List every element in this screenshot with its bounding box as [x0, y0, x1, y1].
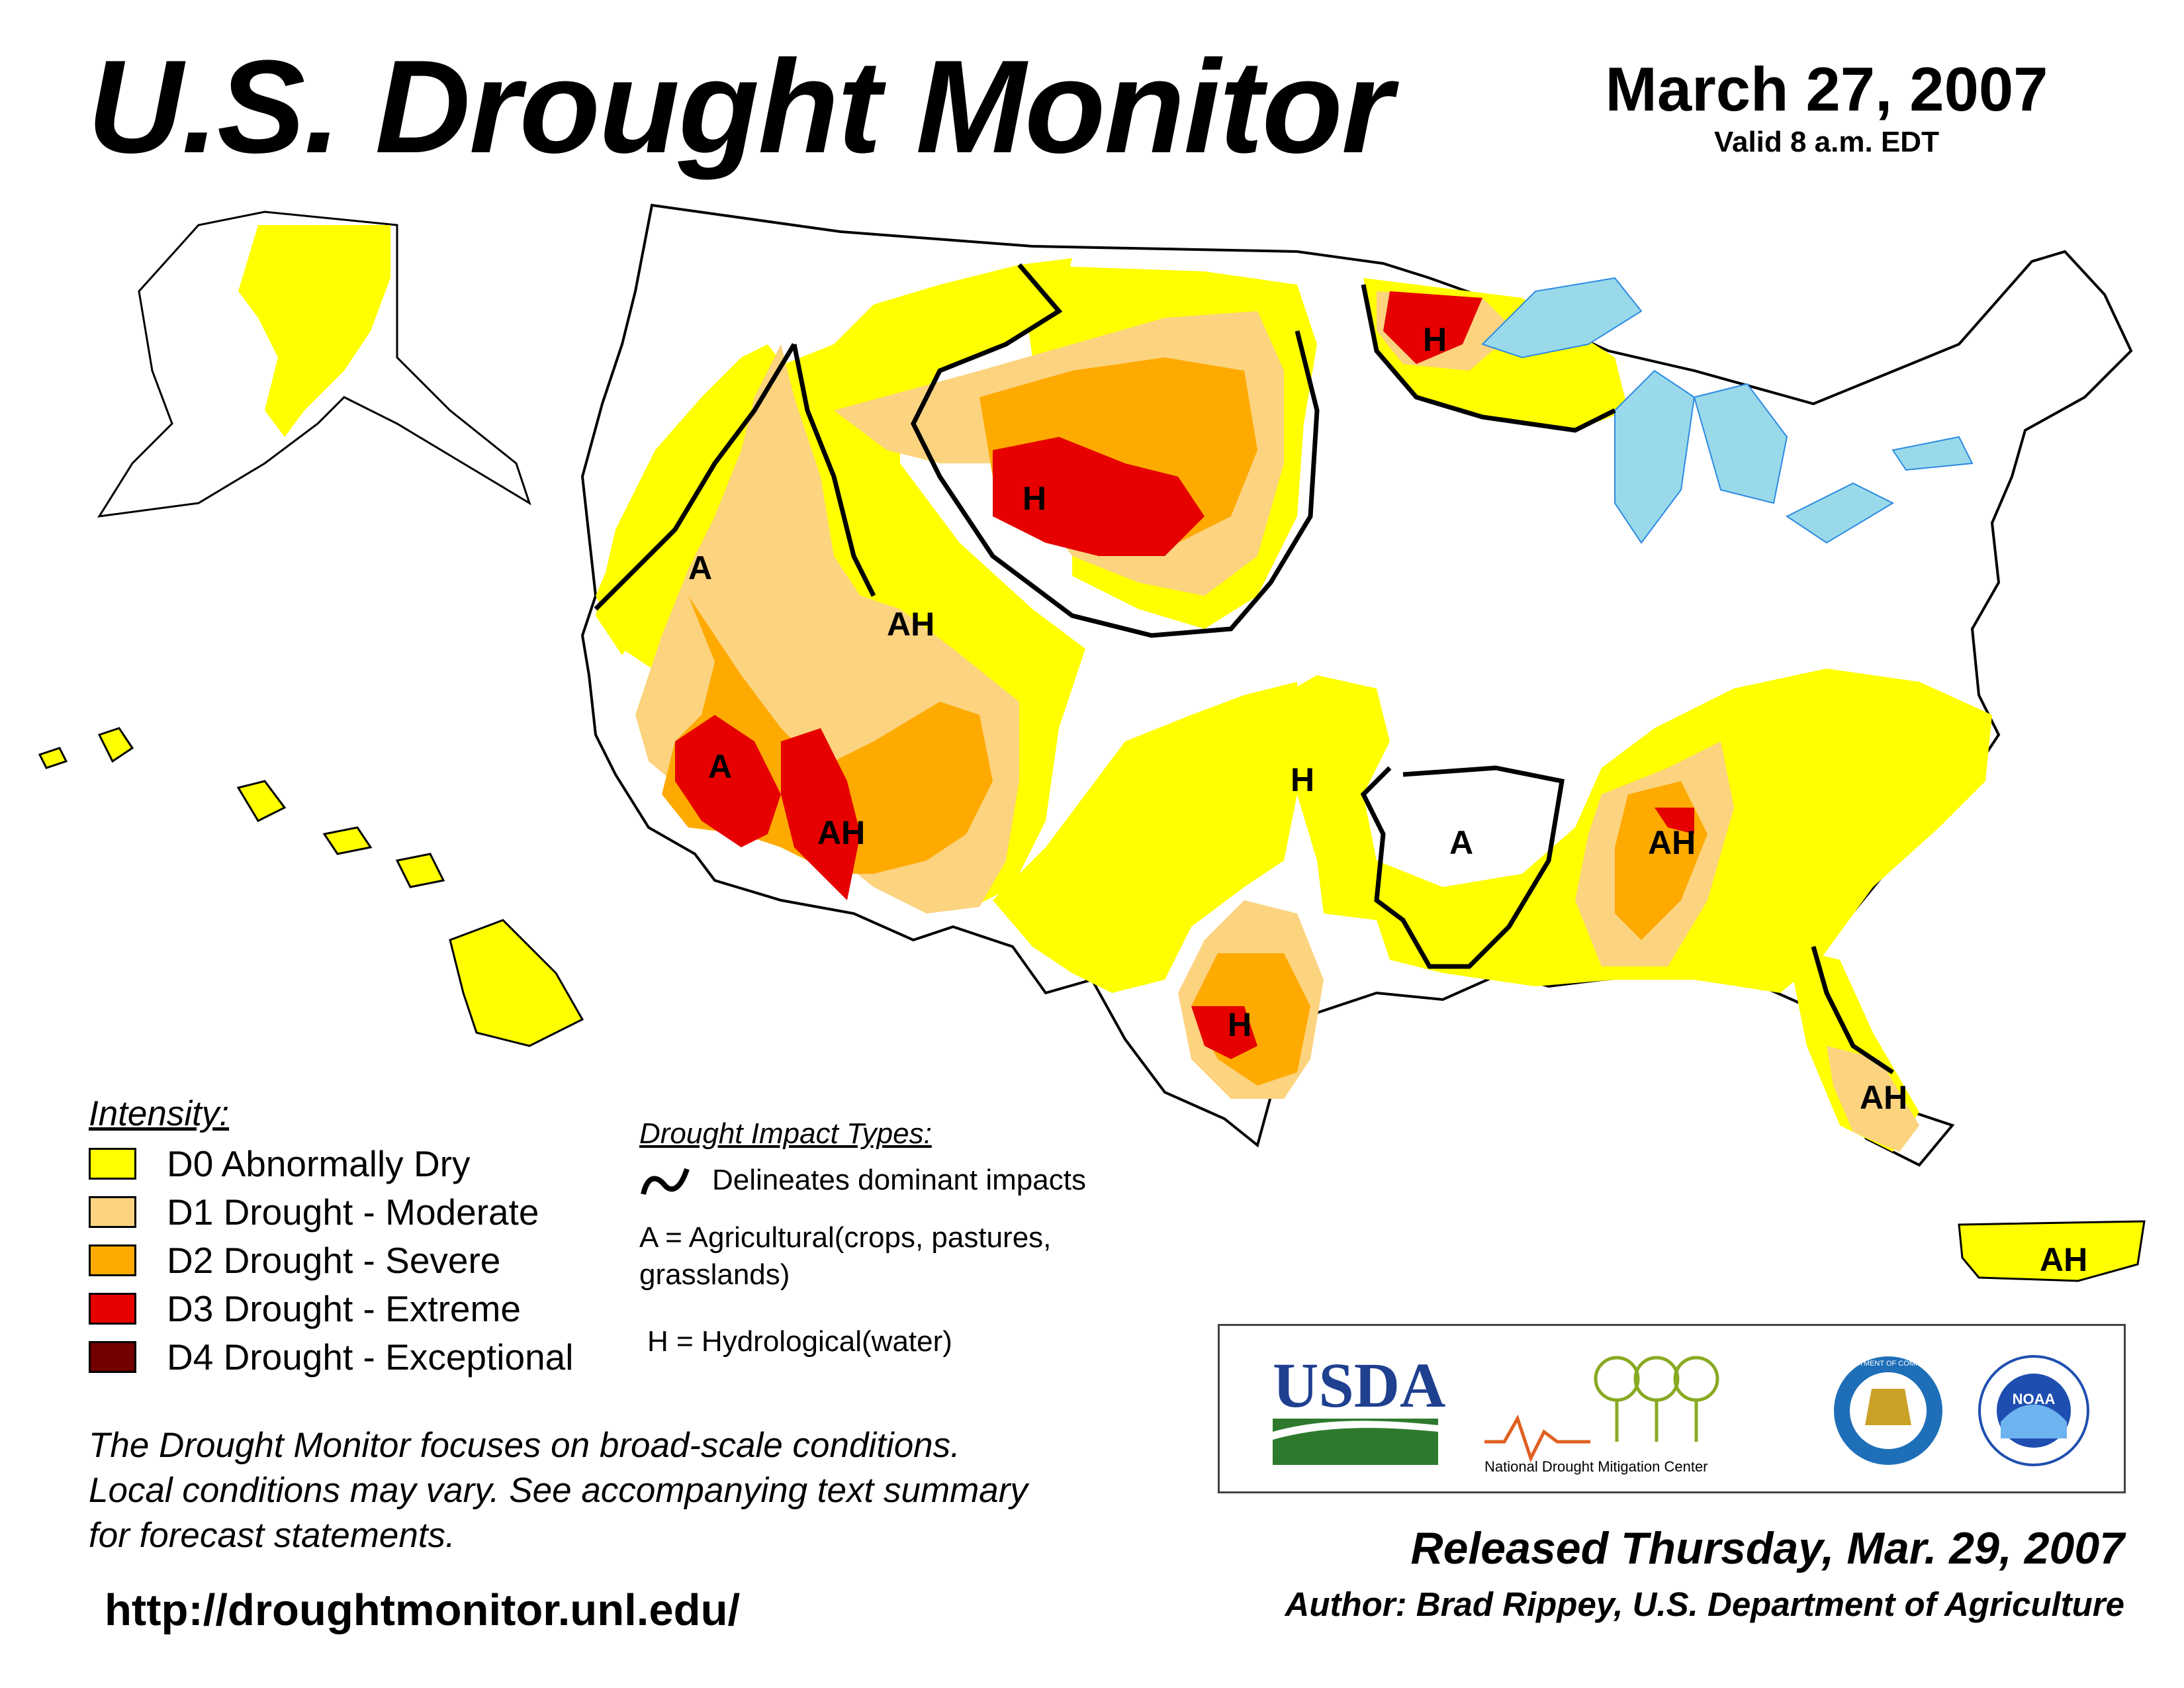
impact-label-arkansas-a: A [1449, 824, 1473, 861]
impact-label-puertorico-ah: AH [2040, 1241, 2087, 1278]
note-line-3: for forecast statements. [89, 1516, 455, 1555]
svg-text:DEPARTMENT OF COMMERCE: DEPARTMENT OF COMMERCE [1835, 1360, 1941, 1368]
valid-time: Valid 8 a.m. EDT [1714, 126, 1939, 158]
hawaii [38, 727, 584, 1047]
legend-item-d3: D3 Drought - Extreme [89, 1288, 521, 1329]
svg-text:USDA: USDA [1273, 1350, 1445, 1421]
legend-label-d4: D4 Drought - Exceptional [167, 1336, 574, 1378]
author-credit: Author: Brad Rippey, U.S. Department of … [1285, 1585, 2124, 1623]
legend-label-d2: D2 Drought - Severe [167, 1240, 501, 1281]
legend-swatch-d4 [89, 1341, 136, 1373]
impact-label-california-a: A [708, 748, 732, 785]
puerto-rico [1958, 1220, 2146, 1282]
logos-svg: USDA National Drought Mitigation Center … [1273, 1350, 2089, 1475]
legend-swatch-d2 [89, 1244, 136, 1276]
impact-label-arizona-ah: AH [817, 814, 865, 851]
impact-label-florida-ah: AH [1860, 1079, 1907, 1116]
map-date: March 27, 2007 [1605, 54, 2048, 124]
impact-label-nevada-a: A [688, 549, 712, 586]
legend-item-d2: D2 Drought - Severe [89, 1240, 500, 1281]
release-date: Released Thursday, Mar. 29, 2007 [1410, 1523, 2124, 1573]
map-title: U.S. Drought Monitor [87, 33, 1393, 181]
noaa-logo: NOAA [1978, 1355, 2089, 1466]
impact-label-wyoming-h: H [1023, 480, 1046, 517]
legend-swatch-d3 [89, 1293, 136, 1325]
note-line-2: Local conditions may vary. See accompany… [89, 1471, 1028, 1510]
legend-swatch-d1 [89, 1196, 136, 1228]
impact-line-symbol [641, 1168, 690, 1196]
impact-line-label: Delineates dominant impacts [712, 1164, 1086, 1196]
impact-label-texas-h: H [1228, 1006, 1251, 1043]
ndmc-logo: National Drought Mitigation Center [1484, 1356, 1719, 1475]
impact-types-title: Drought Impact Types: [639, 1117, 932, 1150]
impact-boundaries [594, 263, 1894, 1074]
usda-logo: USDA [1273, 1350, 1445, 1465]
legend-label-d0: D0 Abnormally Dry [167, 1143, 471, 1184]
great-lakes [1481, 277, 1974, 544]
impact-labels: H A AH A AH H A AH H AH H AH [688, 321, 2087, 1278]
doc-seal-logo: DEPARTMENT OF COMMERCE [1834, 1356, 1942, 1465]
legend-item-d1: D1 Drought - Moderate [89, 1192, 539, 1233]
alaska [97, 211, 531, 518]
note-line-1: The Drought Monitor focuses on broad-sca… [89, 1426, 960, 1465]
impact-label-montana-h: H [1423, 321, 1447, 358]
legend-title: Intensity: [89, 1094, 230, 1133]
svg-text:National Drought Mitigation C: National Drought Mitigation Center [1484, 1458, 1708, 1475]
legend-label-d3: D3 Drought - Extreme [167, 1288, 521, 1329]
impact-h-label: H = Hydrological(water) [647, 1325, 952, 1358]
impact-label-alabama-ah: AH [1648, 824, 1696, 861]
partner-logos: USDA National Drought Mitigation Center … [1218, 1324, 2126, 1493]
website-link[interactable]: http://droughtmonitor.unl.edu/ [105, 1585, 741, 1635]
impact-a-label: A = Agricultural(crops, pastures, grassl… [639, 1221, 1052, 1291]
impact-label-utah-ah: AH [887, 606, 934, 643]
legend-swatch-d0 [89, 1148, 136, 1180]
impact-label-kansas-h: H [1291, 761, 1314, 798]
legend-label-d1: D1 Drought - Moderate [167, 1192, 539, 1233]
legend-item-d4: D4 Drought - Exceptional [89, 1336, 573, 1378]
legend-item-d0: D0 Abnormally Dry [89, 1143, 470, 1184]
svg-text:NOAA: NOAA [2013, 1391, 2056, 1407]
disclaimer-note: The Drought Monitor focuses on broad-sca… [89, 1423, 1214, 1558]
d3-areas [675, 291, 1694, 1059]
